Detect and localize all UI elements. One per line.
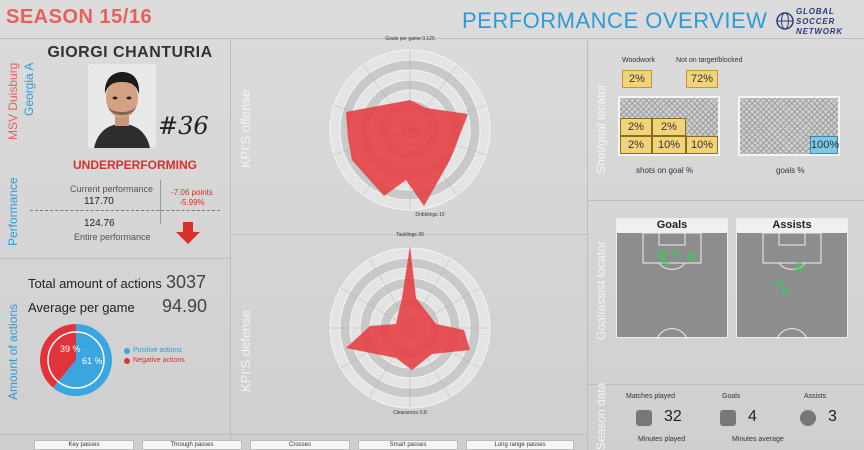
kpi-offense-radar: Goals per game 0.125 Dribblings 10 [329,36,491,218]
defense-radar-shape [346,246,470,370]
minutes-played-label: Minutes played [638,436,686,443]
goals-pitch: Goals [616,218,728,339]
matches-value: 32 [664,408,682,425]
tab-smart-passes[interactable]: Smart passes [358,440,458,450]
kpi-defense-radar: Tacklings 20 Clearances 0.8 [329,232,491,416]
goals-label: Goals [722,393,741,400]
entire-performance-value: 124.76 [84,218,115,229]
player-name: GIORGI CHANTURIA [47,44,213,61]
assists-value: 3 [828,408,837,425]
offense-top-axis-label: Goals per game 0.125 [385,36,435,42]
kpi-divider [231,234,587,235]
logo-line-3: NETWORK [796,27,843,36]
delta-points: -7.06 points [171,188,213,197]
negative-legend-label: Negative actions [133,357,185,364]
tab-long-range-passes[interactable]: Long range passes [466,440,574,450]
current-performance-label: Current performance [70,184,154,194]
brand-logo: GLOBAL SOCCER NETWORK [776,6,858,40]
performance-status: UNDERPERFORMING [72,158,197,172]
performance-divider [30,210,220,211]
matches-label: Matches played [626,393,676,400]
logo-line-1: GLOBAL [796,7,835,16]
kpi-offense-label: KPI'S offense [238,89,253,168]
delta-percent: -5.99% [179,198,205,207]
not-on-target-value: 72% [686,70,718,88]
arrow-down-icon [176,222,200,244]
shots-caption: shots on goal % [636,166,693,175]
entire-performance-label: Entire performance [74,232,151,242]
left-divider [0,258,230,259]
tab-crosses[interactable]: Crosses [250,440,350,450]
right-divider-1 [588,200,864,201]
season-title: SEASON 15/16 [6,6,153,28]
average-value: 94.90 [162,296,208,316]
tab-through-passes[interactable]: Through passes [142,440,242,450]
defense-bottom-axis-label: Clearances 0.8 [393,410,427,416]
positive-legend-dot [124,348,130,354]
negative-slice [40,324,76,388]
negative-legend-dot [124,358,130,364]
shots-goal-frame: 2% 2% 2% 10% 10% [618,96,720,156]
goal-zone: 100% [810,136,839,154]
assists-pitch-lines [762,233,822,339]
assists-pitch: Assists [736,218,848,339]
bottom-divider [0,434,587,435]
offense-radar-shape [346,100,468,206]
goals-pitch-lines [642,233,702,339]
goal-net-icon [720,410,736,426]
assist-locator-label: Goal/assist locator [594,241,608,340]
goals-goal-frame: 100% [738,96,840,156]
current-performance-value: 117.70 [84,196,114,207]
defense-top-axis-label: Tacklings 20 [396,232,424,238]
goals-pitch-title: Goals [617,219,727,233]
goals-value: 4 [748,408,757,425]
logo-line-2: SOCCER [796,17,836,26]
page-title: PERFORMANCE OVERVIEW [462,8,768,33]
player-photo [88,64,156,148]
woodwork-value: 2% [622,70,652,88]
average-label: Average per game [28,300,135,315]
calendar-icon [636,410,652,426]
globe-icon [776,12,794,30]
season-data-label: Season data [594,382,608,450]
actions-section-label: Amount of actions [6,303,20,400]
positive-pct-label: 61 % [82,356,103,366]
performance-section-label: Performance [6,177,20,246]
shot-zone-3: 2% [620,136,652,154]
shot-zone-4: 10% [652,136,686,154]
column-divider-1 [230,40,231,450]
shot-zone-5: 10% [686,136,718,154]
negative-pct-label: 39 % [60,344,81,354]
pie-inner-ring [47,331,105,389]
assists-label: Assists [804,393,827,400]
minutes-average-label: Minutes average [732,436,784,443]
goals-caption: goals % [776,166,805,175]
tab-key-passes[interactable]: Key passes [34,440,134,450]
player-kick-icon [800,410,816,426]
kpi-defense-label: KPI'S defense [238,310,253,392]
not-on-target-label: Not on target/blocked [676,57,743,64]
woodwork-label: Woodwork [622,57,655,64]
player-nation: Georgia A [22,62,36,116]
total-actions-value: 3037 [166,272,207,292]
total-actions-label: Total amount of actions [28,276,162,291]
shot-locator-label: Shot/goal locator [594,83,608,174]
positive-legend-label: Positive actions [133,347,182,354]
assists-pitch-title: Assists [737,219,847,233]
jersey-number: #36 [158,112,209,140]
shot-zone-2: 2% [652,118,686,136]
offense-bottom-axis-label: Dribblings 10 [415,212,444,218]
column-divider-2 [587,40,588,450]
performance-vertical-line [160,180,161,224]
player-club: MSV Duisburg [6,62,20,140]
actions-pie-chart: 39 % 61 % [40,324,113,396]
shot-zone-1: 2% [620,118,652,136]
right-divider-2 [588,384,864,385]
header-divider [0,38,864,39]
